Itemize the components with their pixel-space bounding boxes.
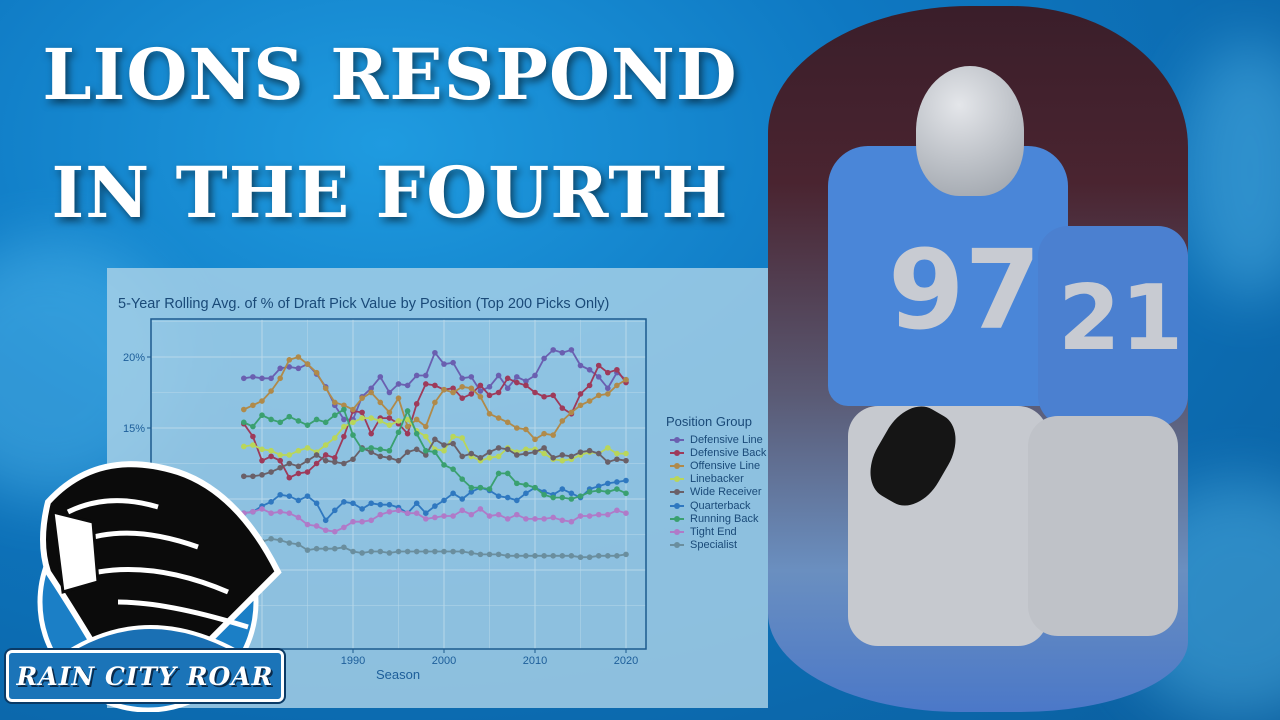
legend-item: Tight End — [666, 525, 766, 538]
logo-banner: RAIN CITY ROAR — [6, 650, 284, 702]
jersey-21: 21 — [1038, 226, 1188, 426]
legend-item: Wide Receiver — [666, 486, 766, 499]
jersey-number: 97 — [888, 226, 1042, 354]
legend-swatch-icon — [670, 436, 684, 443]
legend-label: Specialist — [690, 539, 738, 552]
legend-item: Defensive Line — [666, 433, 766, 446]
legend-swatch-icon — [670, 449, 684, 456]
background-glow — [1180, 40, 1280, 300]
legend-swatch-icon — [670, 462, 684, 469]
legend-label: Wide Receiver — [690, 486, 762, 499]
chart-legend: Position Group Defensive Line Defensive B… — [666, 414, 766, 552]
legend-label: Running Back — [690, 512, 759, 525]
legend-label: Offensive Line — [690, 459, 761, 472]
legend-label: Tight End — [690, 525, 737, 538]
legend-swatch-icon — [670, 476, 684, 483]
player-photo: 97 21 — [768, 6, 1188, 712]
legend-swatch-icon — [670, 528, 684, 535]
legend-label: Defensive Line — [690, 433, 763, 446]
helmet — [916, 66, 1024, 196]
legend-swatch-icon — [670, 489, 684, 496]
legend-item: Running Back — [666, 512, 766, 525]
legend-title: Position Group — [666, 414, 752, 429]
legend-swatch-icon — [670, 515, 684, 522]
legend-item: Specialist — [666, 539, 766, 552]
legend-swatch-icon — [670, 502, 684, 509]
legend-item: Quarterback — [666, 499, 766, 512]
legend-label: Quarterback — [690, 499, 751, 512]
legend-label: Defensive Back — [690, 446, 767, 459]
chart-title: 5-Year Rolling Avg. of % of Draft Pick V… — [118, 296, 610, 312]
jersey-number: 21 — [1058, 266, 1184, 371]
headline-line-1: LIONS RESPOND — [42, 33, 738, 116]
headline-line-2: IN THE FOURTH — [51, 151, 729, 234]
legend-label: Linebacker — [690, 473, 744, 486]
logo-text: RAIN CITY ROAR — [16, 661, 274, 691]
legend-swatch-icon — [670, 542, 684, 549]
legend-item: Offensive Line — [666, 459, 766, 472]
legend-item: Linebacker — [666, 473, 766, 486]
legend-item: Defensive Back — [666, 446, 766, 459]
x-axis-label: Season — [376, 667, 421, 682]
pants — [1028, 416, 1178, 636]
